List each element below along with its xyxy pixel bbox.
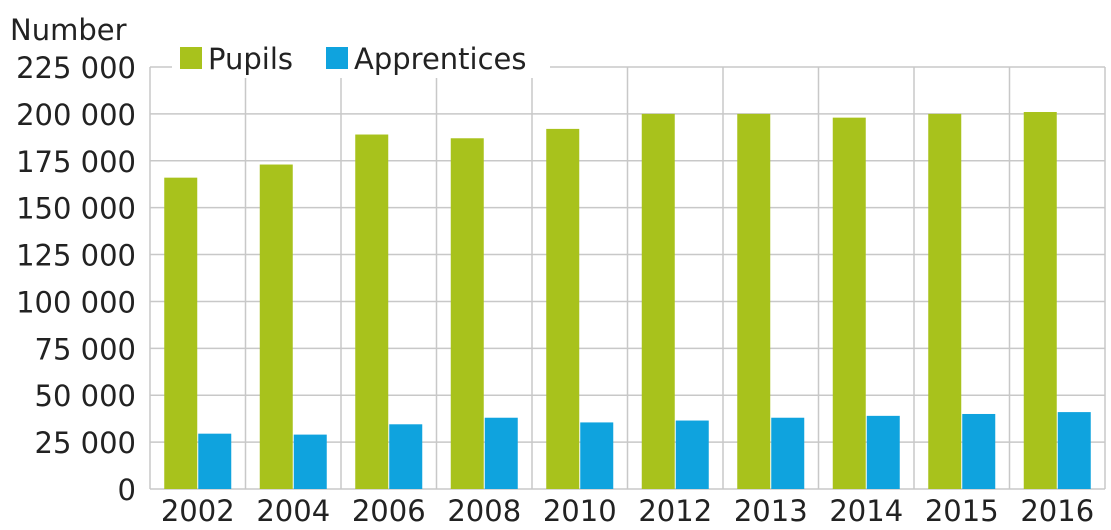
x-tick-label: 2010 [543, 494, 617, 526]
x-tick-label: 2012 [638, 494, 712, 526]
bar-apprentices-2016 [1057, 412, 1091, 489]
x-tick-label: 2016 [1020, 494, 1094, 526]
bar-apprentices-2010 [580, 422, 614, 489]
y-tick-label: 125 000 [16, 239, 136, 273]
x-tick-label: 2013 [734, 494, 808, 526]
x-tick-label: 2015 [925, 494, 999, 526]
bar-apprentices-2004 [293, 434, 327, 489]
y-tick-label: 175 000 [16, 145, 136, 179]
bar-pupils-2006 [355, 134, 389, 489]
bar-apprentices-2014 [866, 415, 900, 489]
y-tick-label: 75 000 [35, 332, 136, 366]
y-tick-label: 25 000 [35, 426, 136, 460]
bar-pupils-2002 [164, 177, 198, 489]
bar-pupils-2015 [928, 113, 962, 489]
bar-pupils-2010 [546, 128, 580, 490]
bar-pupils-2004 [259, 164, 293, 490]
y-axis-label: Number [10, 13, 127, 47]
legend-label-pupils: Pupils [208, 42, 293, 76]
bar-pupils-2014 [832, 117, 866, 489]
bar-apprentices-2012 [675, 420, 709, 489]
grid-layer [149, 66, 1106, 490]
bar-apprentices-2006 [389, 424, 423, 489]
y-tick-label: 0 [118, 473, 136, 507]
bar-apprentices-2002 [198, 433, 232, 489]
y-tick-label: 100 000 [16, 285, 136, 319]
bar-pupils-2013 [737, 113, 771, 489]
bar-apprentices-2015 [962, 413, 996, 489]
bar-apprentices-2008 [484, 417, 518, 489]
x-tick-label: 2006 [352, 494, 426, 526]
y-tick-label: 150 000 [16, 192, 136, 226]
legend: Pupils Apprentices [172, 40, 550, 78]
x-tick-label: 2004 [256, 494, 330, 526]
bars-layer [164, 112, 1091, 490]
bar-pupils-2016 [1023, 112, 1057, 489]
bar-pupils-2012 [641, 113, 675, 489]
y-tick-label: 225 000 [16, 51, 136, 85]
bar-apprentices-2013 [771, 417, 805, 489]
x-tick-labels: 2002 2004 2006 2008 2010 2012 2013 2014 2015 2016 [161, 494, 1094, 528]
legend-swatch-pupils [180, 47, 202, 69]
y-tick-label: 200 000 [16, 98, 136, 132]
x-tick-label: 2008 [447, 494, 521, 526]
bar-pupils-2008 [450, 138, 484, 489]
x-tick-label: 2014 [829, 494, 903, 526]
legend-swatch-apprentices [326, 47, 348, 69]
legend-label-apprentices: Apprentices [354, 42, 527, 76]
y-tick-labels: 0 25 000 50 000 75 000 100 000 125 000 150 000… [16, 51, 136, 507]
y-tick-label: 50 000 [35, 379, 136, 413]
legend-background [172, 40, 550, 78]
x-tick-label: 2002 [161, 494, 235, 526]
